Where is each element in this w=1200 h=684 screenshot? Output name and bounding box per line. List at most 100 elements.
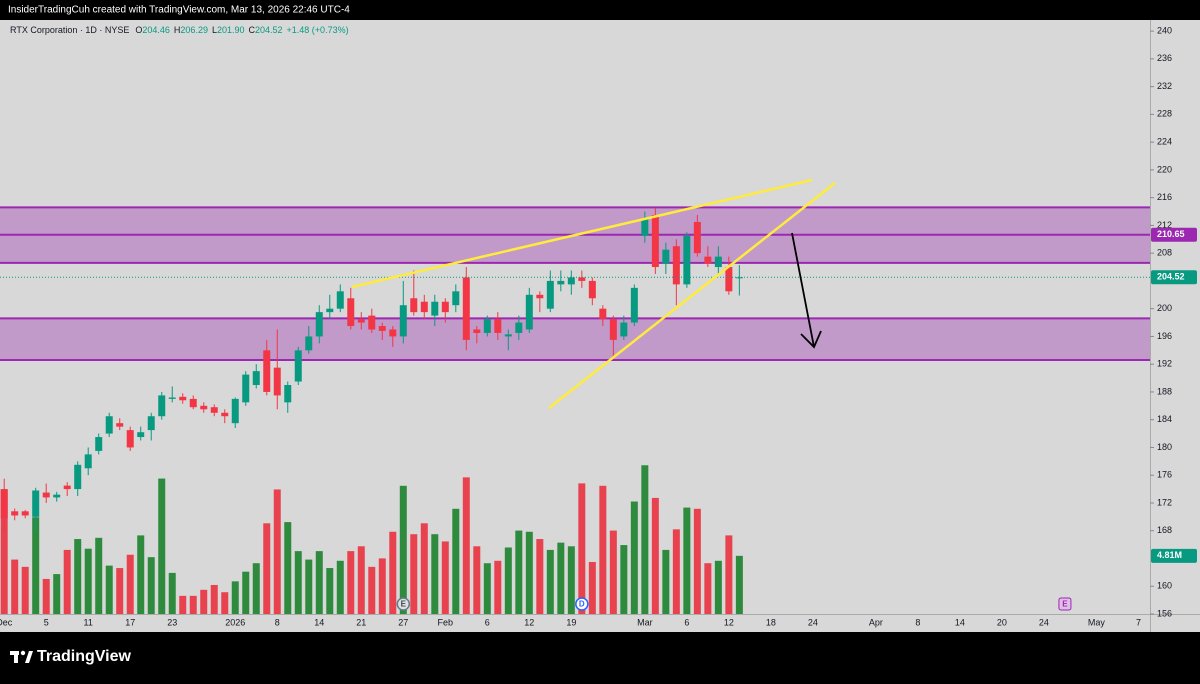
x-tick-label: 14 — [314, 617, 324, 627]
candle-body — [683, 235, 691, 285]
legend-key: L — [212, 25, 217, 35]
x-tick-label: 21 — [356, 617, 366, 627]
volume-bar — [389, 531, 397, 614]
volume-bar — [641, 465, 649, 614]
candle-body — [410, 298, 418, 313]
volume-bar — [242, 571, 250, 614]
event-marker — [396, 597, 411, 611]
volume-bar — [53, 574, 61, 614]
volume-bar — [210, 584, 218, 614]
candle-body — [431, 301, 439, 316]
level-label: 210.65 — [1157, 229, 1185, 239]
candle-body — [263, 350, 271, 392]
volume-bar — [525, 531, 533, 614]
brand-logo — [10, 650, 33, 663]
candle-body — [368, 315, 376, 330]
candle-body — [620, 322, 628, 337]
volume-bar — [336, 560, 344, 614]
candle-body — [231, 398, 239, 424]
volume-bar — [158, 478, 166, 614]
candle-body — [483, 319, 491, 333]
legend-value: 206.29 — [180, 25, 208, 35]
y-tick-label: 188 — [1157, 386, 1172, 396]
volume-bar — [368, 566, 376, 614]
volume-bar — [609, 530, 617, 614]
candle-body — [32, 490, 40, 517]
candle-body — [221, 412, 229, 417]
x-tick-label: 8 — [275, 617, 280, 627]
volume-bar — [515, 530, 523, 614]
volume-bar — [273, 489, 281, 614]
y-tick-label: 236 — [1157, 53, 1172, 63]
candle-body — [704, 256, 712, 264]
volume-bar — [147, 557, 155, 614]
candle-body — [462, 277, 470, 340]
trend-line — [351, 178, 813, 289]
candle-body — [137, 432, 145, 438]
candle-body — [725, 267, 733, 292]
axes: 1561601681721761801841881921962002082122… — [0, 25, 1197, 627]
volume-bar — [189, 595, 197, 614]
candle-body — [599, 308, 607, 320]
y-tick-label: 216 — [1157, 192, 1172, 202]
y-tick-label: 224 — [1157, 137, 1172, 147]
volume-bar — [599, 485, 607, 614]
volume-bar — [494, 560, 502, 614]
volume-bar — [683, 507, 691, 614]
volume-bar — [651, 497, 659, 614]
zone — [0, 318, 1150, 361]
legend-value: 201.90 — [217, 25, 245, 35]
volume-bar — [410, 534, 418, 614]
volume-bar — [221, 592, 229, 614]
candle-body — [546, 280, 554, 309]
volume-bar — [735, 555, 743, 614]
candle-body — [735, 277, 743, 279]
volume-bar — [630, 501, 638, 614]
x-tick-label: 17 — [125, 617, 135, 627]
volume-bar — [441, 541, 449, 614]
volume-bar — [473, 546, 481, 614]
trend-line — [548, 182, 836, 409]
volume-bar — [399, 485, 407, 614]
candle-body — [347, 298, 355, 327]
candle-body — [452, 291, 460, 306]
volume-bar — [305, 559, 313, 614]
x-tick-label: 24 — [1039, 617, 1049, 627]
logo-part — [20, 650, 26, 656]
legend: RTX Corporation · 1D · NYSE O204.46 H206.2… — [10, 25, 349, 35]
volume-label: 4.81M — [1157, 550, 1182, 560]
candle-body — [536, 294, 544, 299]
volume-bar — [263, 523, 271, 614]
candle-body — [242, 374, 250, 403]
y-tick-label: 160 — [1157, 581, 1172, 591]
candle-body — [168, 397, 176, 399]
header-bar — [0, 0, 1200, 20]
candle-body — [567, 277, 575, 285]
y-tick-label: 208 — [1157, 248, 1172, 258]
volume-bar — [420, 523, 428, 614]
volume-bar — [116, 568, 124, 614]
candle-body — [179, 396, 187, 401]
volume-bar — [137, 535, 145, 614]
volume-bar — [504, 547, 512, 614]
candle-body — [21, 511, 29, 516]
candle-body — [126, 430, 134, 448]
candle-body — [158, 395, 166, 417]
candle-body — [105, 416, 113, 434]
volume-bar — [284, 522, 292, 614]
legend-symbol: RTX Corporation · 1D · NYSE — [10, 25, 129, 35]
candle-body — [200, 405, 208, 410]
arrow-head — [800, 330, 822, 349]
x-tick-label: 14 — [955, 617, 965, 627]
volume-bar — [95, 537, 103, 614]
candle-body — [326, 308, 334, 313]
y-tick-label: 172 — [1157, 497, 1172, 507]
candle-body — [189, 398, 197, 408]
y-tick-label: 220 — [1157, 164, 1172, 174]
candle-body — [399, 305, 407, 337]
volume-bar — [693, 508, 701, 614]
candle-body — [63, 485, 71, 490]
x-tick-label: 11 — [84, 617, 93, 627]
candle-body — [557, 280, 565, 285]
